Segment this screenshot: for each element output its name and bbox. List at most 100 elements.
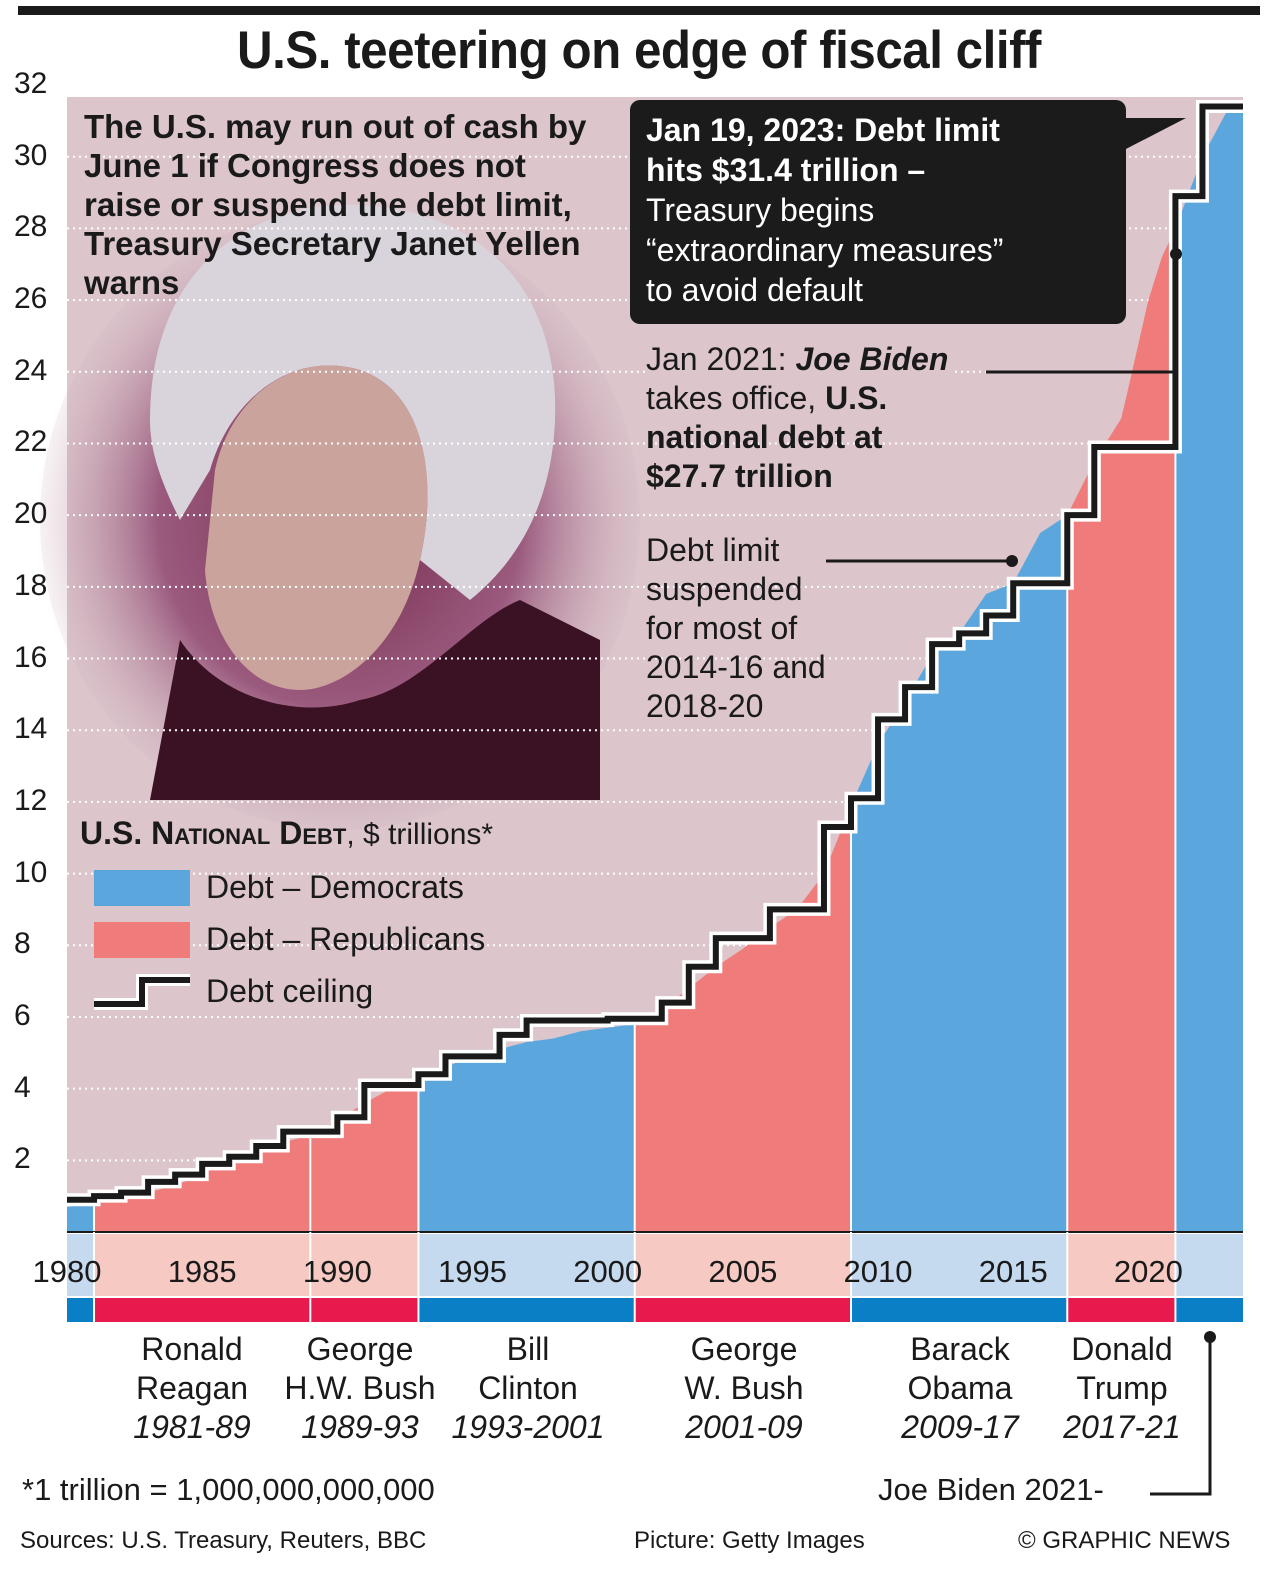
x-tick-label: 2010 bbox=[843, 1254, 913, 1289]
callout-line-4: “extraordinary measures” bbox=[646, 232, 1004, 268]
biden-annotation: Jan 2021: Joe Biden takes office, U.S. n… bbox=[646, 340, 953, 496]
debt-area-republican bbox=[310, 1077, 419, 1232]
president-first-name: George bbox=[306, 1331, 414, 1367]
president-last-name: H.W. Bush bbox=[284, 1370, 436, 1406]
president-label: George W. Bush 2001-09 bbox=[684, 1330, 803, 1447]
term-band bbox=[418, 1234, 635, 1296]
party-bar bbox=[851, 1298, 1068, 1322]
x-tick-label: 2000 bbox=[573, 1254, 643, 1289]
callout-line-3: Treasury begins bbox=[646, 192, 875, 228]
president-label: George H.W. Bush 1989-93 bbox=[284, 1330, 435, 1447]
callout-pointer bbox=[1110, 118, 1186, 150]
y-tick-label: 12 bbox=[14, 783, 48, 817]
president-label: Barack Obama 2009-17 bbox=[901, 1330, 1018, 1447]
biden-ann-prefix: Jan 2021: bbox=[646, 341, 796, 377]
chart-title: U.S. teetering on edge of fiscal cliff bbox=[237, 21, 1041, 80]
president-label: Bill Clinton 1993-2001 bbox=[451, 1330, 604, 1447]
x-tick-label: 1985 bbox=[167, 1254, 237, 1289]
term-band bbox=[634, 1234, 851, 1296]
debt-ceiling-step bbox=[67, 103, 1243, 1203]
x-tick-label: 1995 bbox=[438, 1254, 507, 1289]
y-tick-label: 18 bbox=[14, 568, 48, 602]
president-years: 1981-89 bbox=[133, 1409, 251, 1445]
photo-jacket bbox=[150, 600, 600, 800]
president-years: 2009-17 bbox=[901, 1409, 1019, 1445]
footnote: *1 trillion = 1,000,000,000,000 bbox=[22, 1472, 435, 1507]
legend-label-democrats: Debt – Democrats bbox=[206, 869, 464, 905]
suspended-line-5: 2018-20 bbox=[646, 688, 764, 724]
term-band bbox=[851, 1234, 1068, 1296]
biden-term-leader-dot bbox=[1204, 1331, 1216, 1343]
term-band bbox=[310, 1234, 419, 1296]
x-tick-label: 1990 bbox=[302, 1254, 372, 1289]
biden-leader-dot bbox=[1170, 248, 1182, 260]
president-first-name: George bbox=[690, 1331, 798, 1367]
intro-text: The U.S. may run out of cash by June 1 i… bbox=[84, 108, 587, 301]
y-tick-label: 16 bbox=[14, 640, 48, 674]
photo-hair bbox=[150, 204, 556, 600]
biden-ann-bold3: $27.7 trillion bbox=[646, 458, 833, 494]
suspended-line-1: Debt limit bbox=[646, 531, 786, 570]
y-tick-label: 8 bbox=[14, 927, 31, 961]
legend-title: U.S. National Debt, $ trillions* bbox=[80, 815, 493, 852]
biden-term-label: Joe Biden 2021- bbox=[878, 1472, 1104, 1507]
y-tick-label: 4 bbox=[14, 1070, 31, 1104]
sources: Sources: U.S. Treasury, Reuters, BBC bbox=[20, 1527, 427, 1554]
x-tick-label: 2020 bbox=[1113, 1254, 1183, 1289]
president-label: Ronald Reagan 1981-89 bbox=[133, 1330, 250, 1447]
party-bar bbox=[67, 1298, 95, 1322]
y-tick-label: 28 bbox=[14, 210, 48, 244]
president-first-name: Ronald bbox=[141, 1331, 243, 1367]
y-tick-label: 20 bbox=[14, 497, 48, 531]
party-bar bbox=[310, 1298, 419, 1322]
term-bands bbox=[67, 1231, 1243, 1322]
y-tick-label: 6 bbox=[14, 998, 31, 1032]
biden-ann-name: Joe Biden bbox=[795, 341, 949, 377]
president-years: 1993-2001 bbox=[451, 1409, 605, 1445]
yellen-photo bbox=[40, 204, 640, 830]
debt-area-democrat bbox=[851, 515, 1068, 1232]
x-tick-label: 2005 bbox=[708, 1254, 778, 1289]
term-band bbox=[94, 1234, 311, 1296]
party-bar bbox=[94, 1298, 311, 1322]
annotation-leaders bbox=[826, 118, 1216, 1496]
y-tick-label: 30 bbox=[14, 138, 48, 172]
y-tick-label: 10 bbox=[14, 855, 48, 889]
suspended-line-2: suspended bbox=[646, 571, 803, 607]
x-tick-label: 1980 bbox=[32, 1254, 102, 1289]
term-band bbox=[1175, 1234, 1243, 1296]
president-years: 2017-21 bbox=[1063, 1409, 1181, 1445]
party-bar bbox=[634, 1298, 851, 1322]
biden-ann-bold1: U.S. bbox=[825, 380, 888, 416]
biden-ann-bold2: national debt at bbox=[646, 419, 883, 455]
legend-item-republicans: Debt – Republicans bbox=[94, 918, 554, 962]
president-years: 2001-09 bbox=[685, 1409, 803, 1445]
president-last-name: Obama bbox=[907, 1370, 1013, 1406]
y-tick-label: 26 bbox=[14, 282, 48, 316]
president-last-name: Reagan bbox=[135, 1370, 249, 1406]
legend-title-bold: U.S. National Debt bbox=[80, 815, 347, 851]
term-band bbox=[1067, 1234, 1176, 1296]
suspended-annotation: Debt limit suspended for most of 2014-16… bbox=[646, 531, 826, 726]
callout-line-1: Jan 19, 2023: Debt limit bbox=[646, 112, 1000, 148]
y-tick-label: 2 bbox=[14, 1142, 31, 1176]
top-rule bbox=[18, 6, 1260, 15]
party-bar bbox=[418, 1298, 635, 1322]
legend-item-democrats: Debt – Democrats bbox=[94, 866, 554, 910]
photo-face bbox=[205, 365, 428, 690]
president-label: Donald Trump 2017-21 bbox=[1063, 1330, 1180, 1447]
biden-ann-mid: takes office, bbox=[646, 380, 826, 416]
debt-area-democrat bbox=[67, 1203, 95, 1232]
suspended-leader-dot bbox=[1006, 555, 1018, 567]
legend-title-rest: , $ trillions* bbox=[346, 818, 494, 851]
biden-term-leader bbox=[1150, 1337, 1212, 1496]
copyright: © GRAPHIC NEWS bbox=[1018, 1527, 1231, 1554]
y-tick-label: 32 bbox=[14, 67, 48, 100]
y-tick-label: 14 bbox=[14, 712, 48, 746]
legend-label-ceiling: Debt ceiling bbox=[206, 973, 374, 1009]
picture-credit: Picture: Getty Images bbox=[634, 1527, 865, 1554]
term-band bbox=[67, 1234, 95, 1296]
debt-area-democrat bbox=[418, 1024, 635, 1232]
legend-item-ceiling: Debt ceiling bbox=[94, 970, 554, 1014]
legend-label-republicans: Debt – Republicans bbox=[206, 921, 486, 957]
